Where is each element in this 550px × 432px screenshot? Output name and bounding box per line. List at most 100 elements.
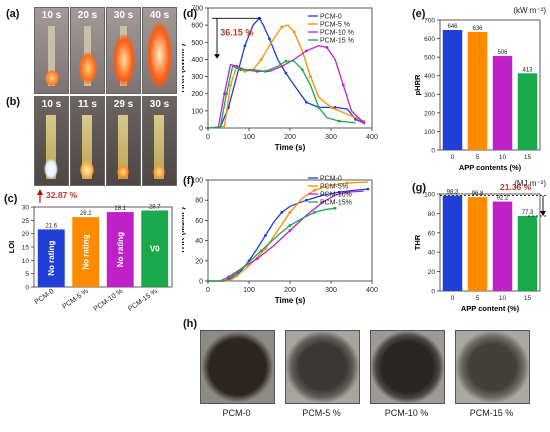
y-tick-label: 200: [191, 91, 203, 98]
photo-a-2-time: 20 s: [77, 10, 98, 21]
char-photo-1: [200, 330, 275, 404]
photo-a-1: 10 s: [34, 7, 69, 94]
bar: [141, 210, 169, 287]
char-photo-2: [285, 330, 360, 404]
x-tick-label: 0: [206, 134, 210, 141]
data-point: [259, 58, 263, 61]
y-tick-label: 300: [191, 74, 203, 81]
legend-label: PCM-5 %: [320, 22, 350, 29]
bar: [492, 201, 513, 291]
data-point: [280, 64, 284, 68]
y-tick-label: 0: [199, 279, 203, 286]
value-label: 98.3: [447, 190, 459, 196]
value-label: 646: [447, 24, 458, 30]
data-point: [268, 37, 271, 41]
data-point: [305, 100, 308, 104]
y-axis-label: THR (MJ/m²): [182, 207, 186, 254]
x-tick-label: 10: [499, 154, 507, 161]
x-tick-label: 400: [366, 287, 378, 294]
char-caption-3: PCM-10 %: [384, 408, 429, 418]
y-tick-label: 20: [428, 269, 436, 276]
data-point: [346, 190, 349, 194]
chart-e-phrr: 0 100 200 300 400 500 600 700 646 0 636 5 506 10 413 15…: [413, 6, 546, 172]
value-label: 92.2: [497, 196, 509, 202]
x-axis-label: Time (s): [275, 143, 306, 152]
bar-text: No rating: [82, 234, 91, 269]
photo-b-1: 10 s: [34, 96, 69, 186]
char-caption-1: PCM-0: [222, 408, 251, 418]
data-point: [225, 92, 228, 96]
photo-a-1-time: 10 s: [41, 10, 62, 21]
y-axis-label: pHRR: [413, 74, 422, 95]
x-tick-label: 300: [325, 287, 337, 294]
data-point: [223, 92, 226, 96]
y-tick-label: 100: [424, 192, 435, 199]
legend-label: PCM-10%: [320, 192, 352, 199]
legend-label: PCM-0: [320, 14, 342, 21]
x-axis-label: APP content (%): [461, 304, 520, 313]
data-point: [305, 49, 308, 53]
data-point: [243, 44, 247, 48]
x-tick-label: PCM-5 %: [61, 288, 90, 311]
y-tick-label: 5: [25, 271, 29, 278]
x-tick-label: 300: [325, 134, 337, 141]
data-point: [206, 126, 210, 130]
y-tick-label: 100: [191, 178, 203, 185]
data-point: [292, 30, 296, 34]
series-line: [207, 45, 365, 129]
data-point: [255, 257, 259, 261]
y-tick-label: 40: [195, 238, 203, 245]
panel-label-f: (f): [183, 175, 194, 187]
y-tick-label: 15: [22, 245, 30, 252]
photo-b-3: 29 s: [106, 96, 141, 186]
value-label: 636: [472, 26, 483, 32]
data-point: [284, 71, 288, 75]
bar: [72, 217, 100, 287]
annotation-text: 21.36 %: [500, 182, 532, 192]
value-label: 506: [497, 50, 508, 56]
photo-b-4: 30 s: [142, 96, 177, 186]
data-point: [229, 83, 232, 87]
x-tick-label: 200: [284, 134, 296, 141]
data-point: [362, 121, 366, 125]
x-tick-label: 0: [206, 287, 210, 294]
data-point: [259, 249, 263, 253]
y-axis-label: THR: [413, 234, 422, 250]
data-point: [333, 206, 337, 210]
photo-a-3-time: 30 s: [113, 10, 134, 21]
panel-label-h: (h): [183, 318, 198, 330]
plot-frame: [439, 19, 541, 151]
x-tick-label: 15: [524, 154, 532, 161]
data-point: [264, 70, 267, 73]
y-tick-label: 100: [191, 108, 203, 115]
photo-a-3: 30 s: [106, 7, 141, 94]
value-label: 413: [522, 67, 533, 73]
series-line: [207, 17, 365, 129]
data-point: [288, 210, 292, 214]
series-line: [207, 60, 356, 129]
y-tick-label: 300: [424, 92, 435, 99]
data-point: [284, 59, 288, 63]
data-point: [288, 229, 292, 232]
data-point: [305, 198, 308, 202]
series-line: [208, 188, 368, 282]
plot-frame: [439, 193, 541, 292]
y-tick-label: 100: [424, 129, 435, 136]
x-axis-label: APP contents (%): [459, 163, 522, 172]
data-point: [366, 187, 370, 191]
x-tick-label: 0: [451, 154, 455, 161]
series-line: [208, 181, 368, 282]
panel-label-b: (b): [6, 96, 21, 108]
x-tick-label: 100: [243, 287, 255, 294]
char-caption-2: PCM-5 %: [302, 408, 341, 418]
data-point: [329, 106, 333, 109]
y-tick-label: 80: [428, 211, 436, 218]
photo-a-4-time: 40 s: [149, 10, 170, 21]
annotation-arrowhead: [214, 54, 221, 59]
value-label: 26.2: [80, 211, 92, 217]
data-point: [325, 46, 329, 49]
panel-label-c: (c): [4, 193, 18, 205]
x-tick-label: 100: [243, 134, 255, 141]
x-tick-label: 10: [499, 295, 507, 302]
